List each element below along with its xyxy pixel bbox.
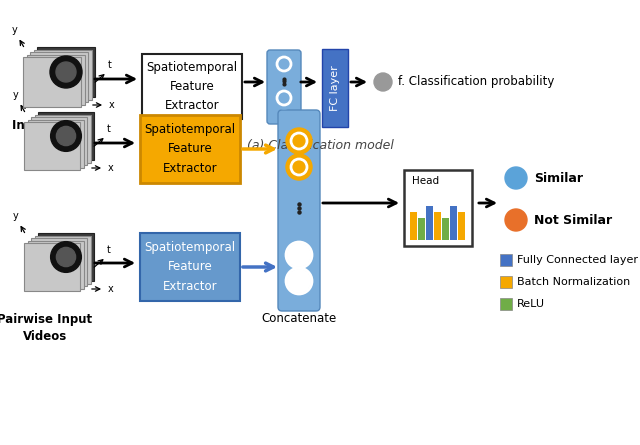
Text: t: t — [107, 124, 111, 134]
Circle shape — [51, 242, 81, 272]
Text: ReLU: ReLU — [517, 299, 545, 309]
Circle shape — [56, 62, 76, 82]
Text: Batch Normalization: Batch Normalization — [517, 277, 630, 287]
Bar — [450, 206, 457, 240]
Bar — [418, 218, 425, 240]
FancyBboxPatch shape — [278, 110, 320, 311]
Text: x: x — [109, 100, 115, 110]
Text: Concatenate: Concatenate — [261, 312, 337, 325]
Circle shape — [56, 126, 76, 146]
Text: Pairwise Input
Videos: Pairwise Input Videos — [0, 313, 93, 343]
Text: y: y — [12, 25, 18, 35]
Bar — [38, 233, 94, 281]
Bar — [30, 52, 88, 102]
Text: Spatiotemporal
Feature
Extractor: Spatiotemporal Feature Extractor — [145, 124, 236, 174]
Circle shape — [286, 128, 312, 154]
Bar — [500, 254, 512, 266]
Bar — [28, 240, 83, 288]
Text: Spatiotemporal
Feature
Extractor: Spatiotemporal Feature Extractor — [145, 242, 236, 292]
Circle shape — [286, 154, 312, 180]
Bar — [434, 212, 441, 240]
Text: y: y — [13, 211, 19, 221]
Bar — [37, 47, 95, 97]
Bar — [500, 276, 512, 288]
Circle shape — [56, 247, 76, 267]
Text: (a) Classification model: (a) Classification model — [246, 138, 394, 151]
Circle shape — [505, 209, 527, 231]
Text: f. Classification probability: f. Classification probability — [398, 76, 554, 89]
Circle shape — [505, 167, 527, 189]
FancyBboxPatch shape — [140, 233, 240, 301]
Text: x: x — [108, 284, 114, 294]
Bar — [33, 49, 92, 100]
Text: Head: Head — [412, 176, 439, 186]
Text: Similar: Similar — [534, 171, 583, 185]
Text: t: t — [108, 60, 112, 70]
Text: FC layer: FC layer — [330, 65, 340, 111]
Bar — [442, 218, 449, 240]
Bar — [24, 243, 80, 291]
FancyBboxPatch shape — [267, 50, 301, 124]
FancyBboxPatch shape — [322, 49, 348, 127]
Bar — [35, 114, 90, 162]
Circle shape — [50, 56, 82, 88]
Circle shape — [286, 242, 312, 268]
FancyBboxPatch shape — [142, 54, 242, 119]
Text: t: t — [107, 245, 111, 255]
Bar — [26, 54, 84, 105]
Circle shape — [287, 243, 311, 267]
Bar — [24, 122, 80, 170]
Circle shape — [273, 53, 295, 75]
Circle shape — [51, 121, 81, 151]
Bar — [23, 57, 81, 107]
Bar — [410, 212, 417, 240]
Bar — [35, 235, 90, 283]
Circle shape — [287, 269, 311, 293]
Bar — [458, 212, 465, 240]
FancyBboxPatch shape — [140, 115, 240, 183]
Bar — [31, 117, 87, 165]
Circle shape — [273, 87, 295, 109]
Circle shape — [374, 73, 392, 91]
Bar — [426, 206, 433, 240]
Bar — [500, 298, 512, 310]
Bar — [38, 112, 94, 160]
Circle shape — [286, 268, 312, 294]
Text: Fully Connected layer: Fully Connected layer — [517, 255, 638, 265]
Text: y: y — [13, 90, 19, 100]
Text: Not Similar: Not Similar — [534, 214, 612, 227]
Bar — [31, 238, 87, 286]
Text: x: x — [108, 163, 114, 173]
FancyBboxPatch shape — [404, 170, 472, 246]
Text: Spatiotemporal
Feature
Extractor: Spatiotemporal Feature Extractor — [147, 61, 237, 112]
Text: Input Video: Input Video — [12, 118, 88, 132]
Bar — [28, 120, 83, 167]
